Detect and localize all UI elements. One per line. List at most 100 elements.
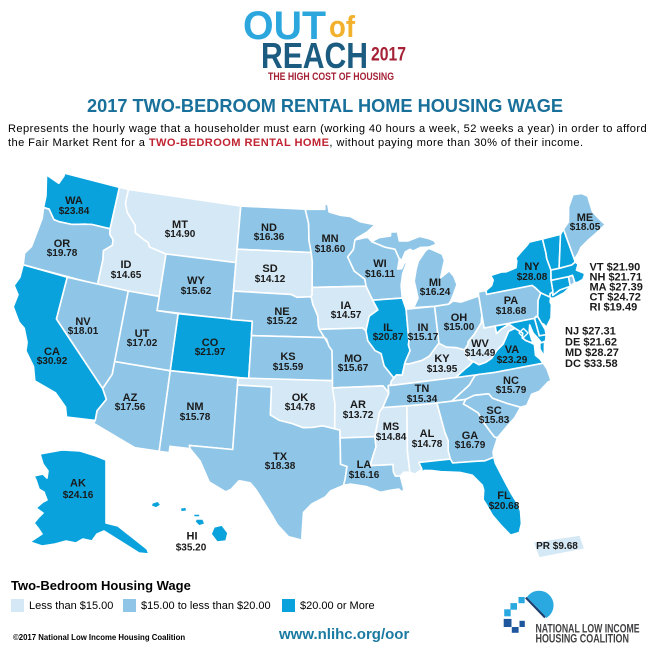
svg-text:HI: HI <box>187 531 198 543</box>
svg-text:$14.78: $14.78 <box>285 402 316 413</box>
svg-text:2017 TWO-BEDROOM RENTAL HOME H: 2017 TWO-BEDROOM RENTAL HOME HOUSING WAG… <box>87 96 563 116</box>
svg-text:$13.95: $13.95 <box>427 364 458 375</box>
svg-text:$16.11: $16.11 <box>365 269 395 280</box>
svg-text:$18.05: $18.05 <box>570 222 601 233</box>
svg-text:$16.79: $16.79 <box>455 440 486 451</box>
svg-text:$16.24: $16.24 <box>420 287 451 298</box>
svg-text:MA $27.39: MA $27.39 <box>590 282 643 294</box>
svg-text:NJ $27.31: NJ $27.31 <box>565 326 616 338</box>
svg-text:MO: MO <box>344 353 362 365</box>
svg-text:NC: NC <box>503 375 519 387</box>
svg-text:$16.36: $16.36 <box>254 232 285 243</box>
svg-text:ME: ME <box>577 212 594 224</box>
svg-text:NV: NV <box>75 316 91 328</box>
svg-text:$18.68: $18.68 <box>496 306 527 317</box>
svg-text:KS: KS <box>280 351 295 363</box>
svg-text:$14.49: $14.49 <box>465 348 496 359</box>
svg-text:TX: TX <box>273 451 288 463</box>
svg-text:MI: MI <box>429 277 441 289</box>
svg-text:$17.02: $17.02 <box>127 338 158 349</box>
svg-text:TN: TN <box>415 383 430 395</box>
svg-text:WA: WA <box>65 195 83 207</box>
svg-text:2017: 2017 <box>371 45 406 66</box>
svg-text:$15.34: $15.34 <box>407 394 438 405</box>
svg-text:$15.67: $15.67 <box>338 363 369 374</box>
svg-text:$20.68: $20.68 <box>489 501 520 512</box>
svg-text:$15.00: $15.00 <box>444 322 475 333</box>
svg-text:$35.20: $35.20 <box>176 543 207 554</box>
svg-text:AL: AL <box>420 428 435 440</box>
svg-text:HOUSING COALITION: HOUSING COALITION <box>536 633 630 645</box>
svg-text:MT: MT <box>172 219 188 231</box>
svg-text:OK: OK <box>292 392 309 404</box>
svg-text:$16.16: $16.16 <box>349 470 380 481</box>
svg-text:DC $33.58: DC $33.58 <box>565 358 618 370</box>
svg-text:$20.87: $20.87 <box>373 332 404 343</box>
svg-text:MS: MS <box>383 421 400 433</box>
svg-text:VA: VA <box>505 344 520 356</box>
svg-text:AR: AR <box>350 399 366 411</box>
svg-text:DE $21.62: DE $21.62 <box>565 336 617 348</box>
svg-text:CO: CO <box>202 337 219 349</box>
svg-text:ND: ND <box>261 222 277 234</box>
svg-text:$30.92: $30.92 <box>37 356 68 367</box>
svg-text:MN: MN <box>321 233 338 245</box>
svg-text:THE HIGH COST OF HOUSING: THE HIGH COST OF HOUSING <box>268 71 394 83</box>
svg-text:$15.78: $15.78 <box>180 412 211 423</box>
svg-text:$28.08: $28.08 <box>517 272 548 283</box>
svg-text:OR: OR <box>54 238 71 250</box>
svg-text:$18.01: $18.01 <box>68 326 99 337</box>
svg-text:NM: NM <box>186 401 203 413</box>
svg-text:$14.90: $14.90 <box>165 229 196 240</box>
svg-text:$15.83: $15.83 <box>479 415 510 426</box>
svg-text:NATIONAL LOW INCOME: NATIONAL LOW INCOME <box>536 623 640 635</box>
svg-text:OUT: OUT <box>243 4 326 48</box>
svg-text:WV: WV <box>471 338 489 350</box>
svg-text:$15.17: $15.17 <box>408 332 439 343</box>
svg-text:$18.38: $18.38 <box>265 461 296 472</box>
svg-text:KY: KY <box>434 353 450 365</box>
svg-text:IN: IN <box>418 322 429 334</box>
svg-text:CT $24.72: CT $24.72 <box>590 291 641 303</box>
svg-text:PR $9.68: PR $9.68 <box>536 541 578 552</box>
svg-text:$15.79: $15.79 <box>496 385 527 396</box>
svg-text:$13.72: $13.72 <box>343 410 374 421</box>
svg-text:$17.56: $17.56 <box>115 402 146 413</box>
svg-text:SD: SD <box>262 263 277 275</box>
svg-text:$24.16: $24.16 <box>63 490 94 501</box>
svg-text:AK: AK <box>70 478 86 490</box>
svg-text:$14.78: $14.78 <box>412 439 443 450</box>
svg-text:$18.60: $18.60 <box>315 244 346 255</box>
svg-text:$19.78: $19.78 <box>47 248 78 259</box>
svg-text:REACH: REACH <box>261 35 368 76</box>
svg-text:$23.84: $23.84 <box>59 206 90 217</box>
svg-text:GA: GA <box>462 430 479 442</box>
svg-text:$15.22: $15.22 <box>267 316 298 327</box>
svg-text:FL: FL <box>497 490 511 502</box>
svg-text:PA: PA <box>504 295 519 307</box>
svg-text:NH $21.71: NH $21.71 <box>590 272 643 284</box>
svg-text:of: of <box>329 9 356 44</box>
svg-text:$14.57: $14.57 <box>331 310 362 321</box>
svg-text:MD $28.27: MD $28.27 <box>565 347 619 359</box>
svg-text:$15.62: $15.62 <box>181 286 212 297</box>
svg-text:ID: ID <box>121 259 132 271</box>
svg-text:OH: OH <box>451 312 468 324</box>
svg-text:UT: UT <box>135 328 150 340</box>
svg-text:IL: IL <box>383 322 393 334</box>
svg-text:LA: LA <box>357 459 372 471</box>
svg-text:VT $21.90: VT $21.90 <box>590 262 641 274</box>
svg-text:NE: NE <box>274 306 289 318</box>
svg-text:$15.59: $15.59 <box>273 362 304 373</box>
svg-text:RI $19.49: RI $19.49 <box>590 301 638 313</box>
svg-text:$21.97: $21.97 <box>195 347 226 358</box>
svg-text:$23.29: $23.29 <box>497 355 528 366</box>
svg-text:AZ: AZ <box>123 392 138 404</box>
svg-text:$14.65: $14.65 <box>111 270 142 281</box>
svg-text:IA: IA <box>341 300 352 312</box>
svg-text:$14.84: $14.84 <box>376 432 407 443</box>
svg-text:CA: CA <box>44 346 60 358</box>
svg-text:WI: WI <box>373 258 386 270</box>
svg-text:$14.12: $14.12 <box>255 274 286 285</box>
svg-text:SC: SC <box>486 405 501 417</box>
